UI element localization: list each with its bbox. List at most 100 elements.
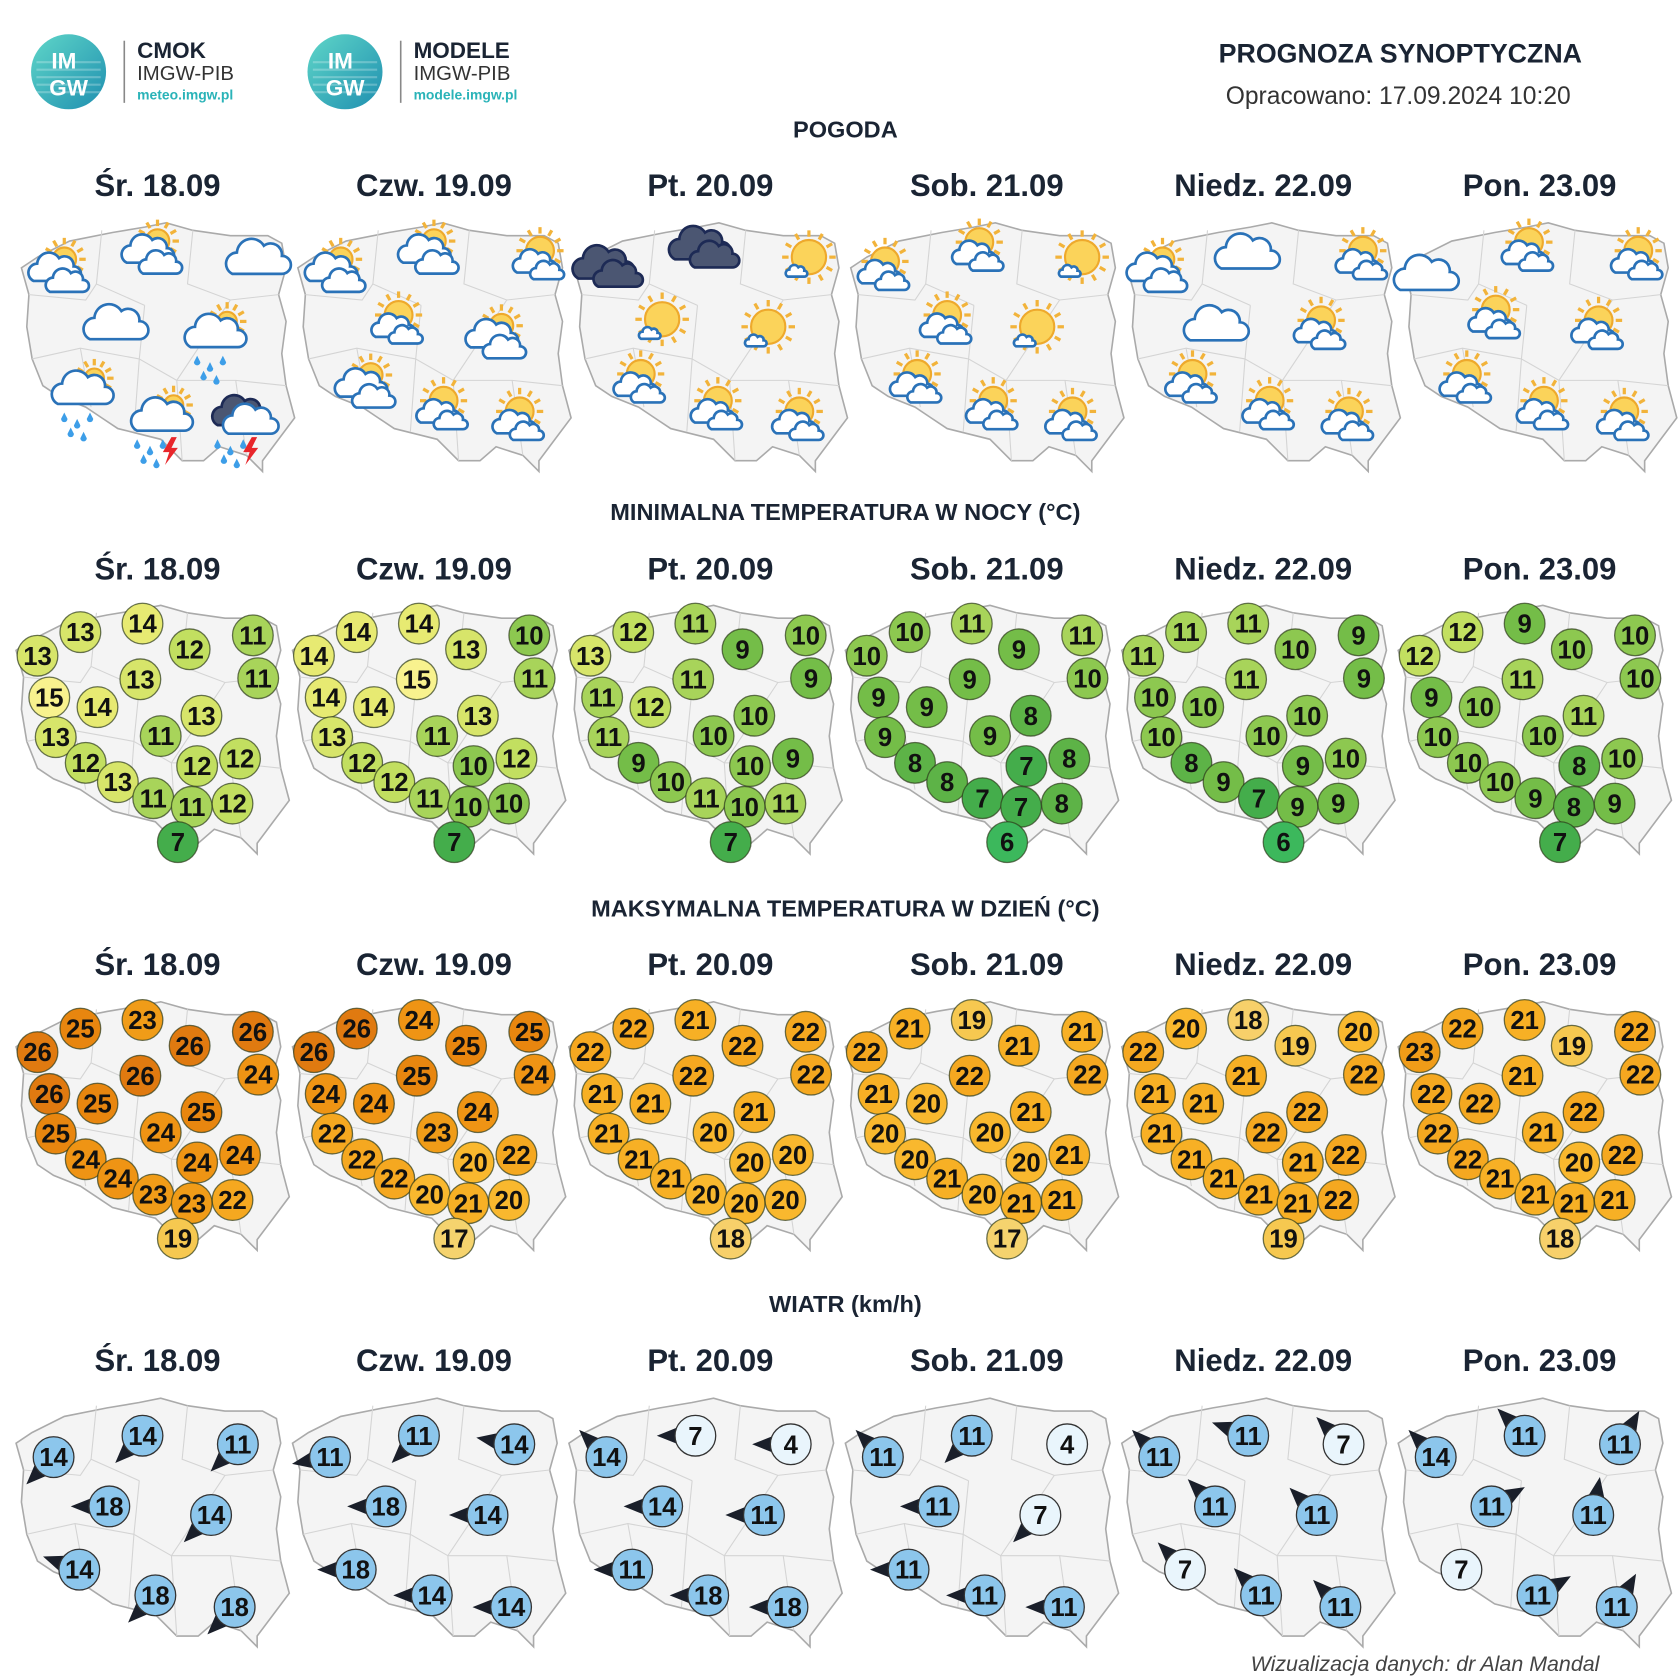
day-heading: Pt. 20.09 [647,947,773,982]
sun-ray [1299,307,1308,314]
temp-marker [433,1217,476,1260]
temp-marker [219,737,261,780]
temp-label: 10 [699,723,728,751]
map-border [1010,1405,1103,1476]
temp-label: 21 [1510,1007,1539,1035]
temp-marker [629,686,672,729]
temp-label: 21 [1189,1091,1218,1119]
rain-drop [193,355,201,366]
weather-icon [1570,296,1624,351]
cloud [183,312,248,349]
weather-icon [50,358,115,442]
temp-marker [733,694,776,737]
temp-label: 21 [636,1091,665,1119]
temp-label: 25 [66,1016,95,1044]
temp-marker [1182,686,1225,729]
temp-marker [1202,1157,1245,1200]
temp-label: 11 [1172,619,1199,647]
wind-arrow [391,1441,413,1463]
sun-ray [1045,343,1052,351]
temp-marker [237,1053,280,1096]
weather-icon [415,377,469,431]
temp-marker [395,658,438,701]
temp-marker [672,658,715,701]
wind-label: 14 [39,1444,68,1472]
cloud [592,258,645,289]
wind-marker [490,1586,533,1629]
sun-ray [76,247,84,254]
temp-label: 21 [1283,1190,1312,1218]
wind-label: 18 [141,1582,170,1610]
weather-icon [1213,232,1282,270]
rain-drop [214,439,221,449]
cloud [224,237,293,276]
wind-marker [1138,1436,1181,1479]
sun-ray [498,398,506,405]
weather-icon [1500,218,1555,272]
wind-label: 18 [694,1582,723,1610]
sun-ray [1473,352,1480,360]
temp-label: 17 [993,1226,1022,1254]
sun-ray [422,387,430,394]
temp-marker [948,1054,991,1097]
temp-label: 21 [1068,1019,1097,1047]
temp-marker [156,1217,199,1260]
temp-label: 21 [1529,1120,1558,1148]
cloud [1517,251,1555,272]
temp-label: 9 [1216,769,1230,797]
sun-ray [817,273,824,282]
cloud [706,409,744,431]
sun-ray [1616,237,1625,244]
sun-ray [162,387,169,395]
sun-ray [1542,249,1551,256]
temp-marker [587,1112,630,1155]
wind-marker [641,1485,684,1528]
weather-icon [741,300,795,354]
temp-marker [452,745,495,788]
wind-marker [58,1548,101,1591]
wind-arrow [1621,1410,1640,1434]
temp-marker [674,999,717,1041]
temp-label: 21 [681,1007,710,1035]
sun-ray [744,312,752,318]
wind-label: 11 [1606,1431,1633,1459]
temp-label: 7 [171,829,185,857]
temp-label: 14 [128,611,157,639]
temp-label: 25 [41,1121,70,1149]
weather-icon [1164,350,1218,404]
temp-label: 11 [692,785,719,813]
rain-drop [73,418,81,429]
wind-arrow [26,1463,48,1485]
temp-marker [1614,1010,1656,1053]
wind-label: 11 [869,1444,896,1472]
temp-label: 22 [1424,1121,1453,1149]
wind-marker [585,1436,628,1479]
wind-arrow [900,1497,922,1515]
sun-ray [1098,265,1107,272]
temp-label: 22 [380,1166,409,1194]
sun-ray [237,310,245,317]
temp-marker [1140,716,1183,759]
temp-marker [59,1007,102,1050]
wind-marker [766,1586,809,1629]
temp-marker [1122,1031,1165,1074]
temp-label: 14 [342,619,371,647]
sun-ray [412,301,420,308]
weather-icon [129,385,195,469]
wind-label: 11 [925,1494,952,1522]
sun-ray [44,247,53,254]
temp-label: 9 [878,724,892,752]
temp-marker [845,1031,888,1074]
wind-arrow [870,1561,892,1579]
temp-marker [121,602,164,645]
temp-marker [1601,737,1644,780]
wind-marker [410,1574,453,1617]
temp-label: 13 [187,703,216,731]
temp-label: 11 [245,665,272,693]
temp-label: 20 [1565,1150,1594,1178]
wind-label: 11 [1050,1594,1077,1622]
temp-label: 26 [300,1039,329,1067]
temp-marker [674,602,717,645]
